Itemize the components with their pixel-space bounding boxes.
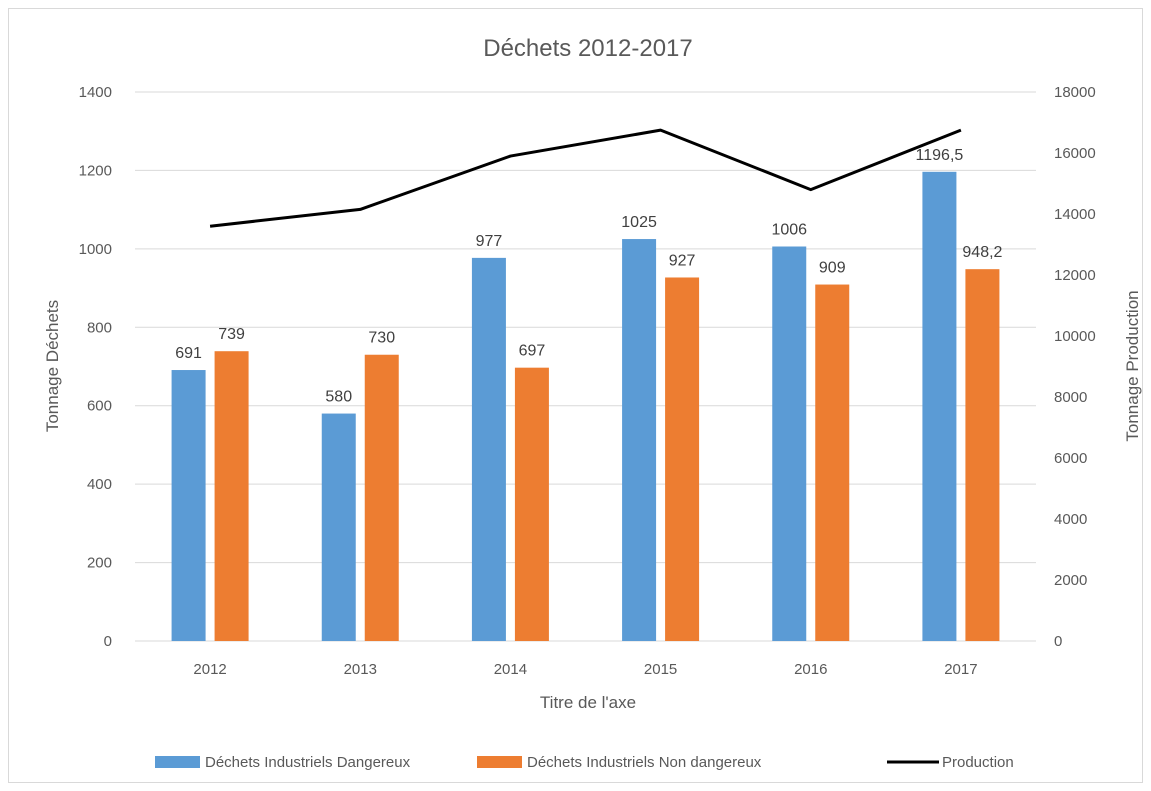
- bar: [622, 239, 657, 641]
- bar: [171, 370, 206, 641]
- x-axis-title: Titre de l'axe: [540, 693, 636, 712]
- y2-tick-label: 6000: [1054, 450, 1087, 467]
- bar: [471, 257, 506, 641]
- y-tick-label: 200: [87, 555, 112, 572]
- data-label: 927: [669, 252, 696, 269]
- x-tick-label: 2015: [644, 661, 677, 678]
- data-label: 739: [218, 326, 245, 343]
- production-line-layer: [209, 128, 962, 228]
- bar: [772, 246, 807, 642]
- y-tick-label: 1400: [79, 84, 112, 101]
- y-tick-label: 600: [87, 398, 112, 415]
- data-label: 948,2: [962, 244, 1002, 261]
- data-label: 730: [368, 330, 395, 347]
- y-tick-label: 1000: [79, 241, 112, 258]
- data-label: 580: [325, 389, 352, 406]
- y2-tick-label: 0: [1054, 633, 1062, 650]
- bar: [214, 351, 249, 641]
- x-tick-label: 2013: [344, 661, 377, 678]
- axis-ticks: 0200400600800100012001400020004000600080…: [79, 84, 1096, 678]
- y2-tick-label: 14000: [1054, 206, 1096, 223]
- data-label: 1196,5: [916, 147, 964, 164]
- bar: [665, 277, 700, 641]
- y-axis-title: Tonnage Déchets: [43, 300, 62, 432]
- data-label: 909: [819, 260, 846, 277]
- y2-tick-label: 4000: [1054, 511, 1087, 528]
- data-label: 697: [519, 343, 546, 360]
- legend-label: Déchets Industriels Dangereux: [205, 754, 411, 771]
- y2-tick-label: 8000: [1054, 389, 1087, 406]
- legend-swatch: [477, 756, 522, 768]
- y-tick-label: 0: [104, 633, 112, 650]
- legend: Déchets Industriels Dangereux Déchets Ind…: [155, 754, 1014, 771]
- x-tick-label: 2012: [193, 661, 226, 678]
- data-label: 1006: [771, 222, 807, 239]
- bar: [514, 367, 549, 641]
- y-tick-label: 1200: [79, 162, 112, 179]
- gridlines: [135, 91, 1036, 642]
- data-label: 977: [476, 233, 503, 250]
- bars: [171, 171, 1000, 642]
- chart-title: Déchets 2012-2017: [483, 35, 692, 62]
- y2-tick-label: 16000: [1054, 145, 1096, 162]
- y-tick-label: 800: [87, 319, 112, 336]
- x-tick-label: 2017: [944, 661, 977, 678]
- y2-tick-label: 10000: [1054, 328, 1096, 345]
- bar: [364, 354, 399, 641]
- legend-swatch: [155, 756, 200, 768]
- y2-axis-title: Tonnage Production: [1123, 290, 1142, 441]
- y-tick-label: 400: [87, 476, 112, 493]
- legend-label: Production: [942, 754, 1014, 771]
- x-tick-label: 2014: [494, 661, 527, 678]
- data-label: 1025: [621, 214, 657, 231]
- bar: [922, 171, 957, 641]
- bar: [815, 284, 850, 641]
- y2-tick-label: 12000: [1054, 267, 1096, 284]
- y2-tick-label: 18000: [1054, 84, 1096, 101]
- production-line: [209, 128, 962, 228]
- data-labels: 691 580 977 1025 1006 1196,5 739 730 697 927 909 94…: [175, 147, 1002, 406]
- bar: [321, 413, 356, 641]
- bar: [965, 269, 1000, 641]
- y2-tick-label: 2000: [1054, 572, 1087, 589]
- data-label: 691: [175, 345, 202, 362]
- x-tick-label: 2016: [794, 661, 827, 678]
- legend-label: Déchets Industriels Non dangereux: [527, 754, 762, 771]
